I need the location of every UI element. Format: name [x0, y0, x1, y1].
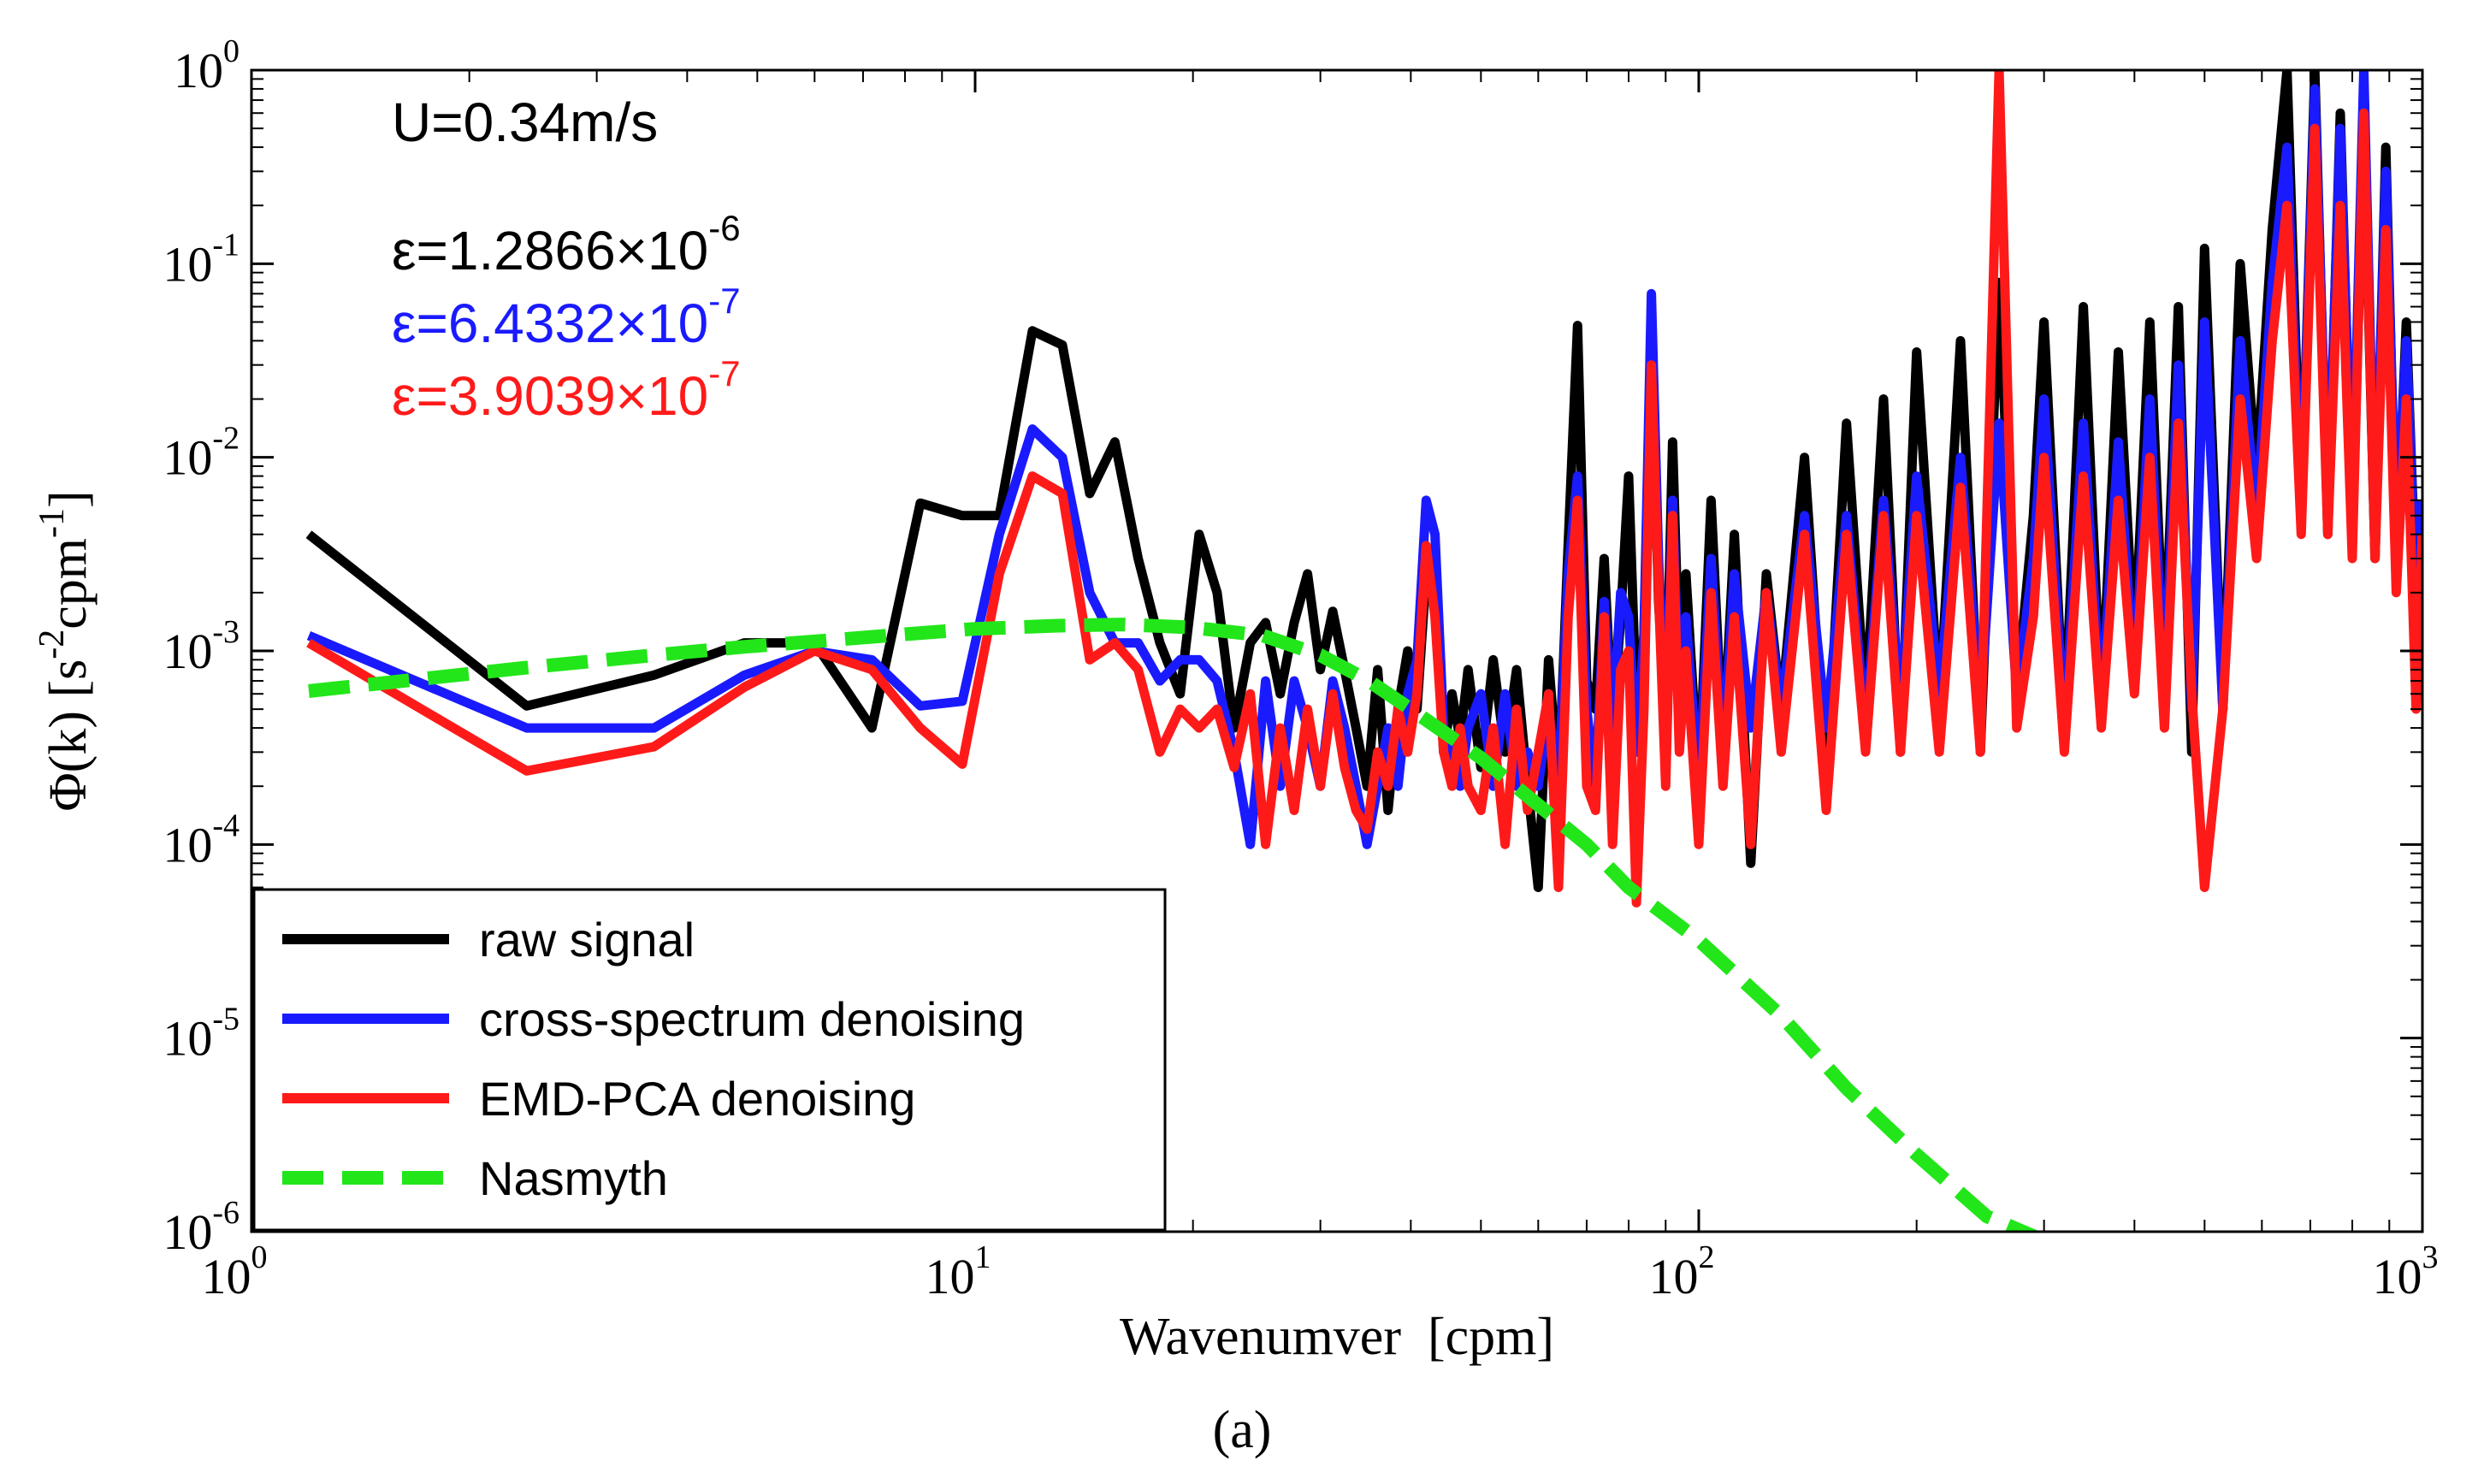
series-layer [305, 70, 2422, 1232]
x-tick-exponent: 2 [1699, 1239, 1715, 1275]
annotation-main: U=0.34m/s [392, 92, 658, 153]
y-tick-label: 10-4 [163, 807, 240, 872]
y-tick-exponent: -4 [212, 807, 240, 843]
x-tick-exponent: 3 [2422, 1239, 2439, 1275]
x-tick-base: 10 [202, 1249, 251, 1304]
annotation-main: ε=3.9039×10 [392, 365, 708, 427]
x-tick-label: 103 [2373, 1239, 2439, 1304]
y-tick-label: 10-5 [163, 1002, 240, 1067]
x-tick-exponent: 1 [975, 1239, 991, 1275]
y-tick-base: 10 [163, 624, 212, 679]
annotation-text: U=0.34m/s [392, 92, 658, 153]
series-line-emd-pca-denoising [306, 70, 2422, 908]
y-axis-title-part: ] [39, 490, 98, 508]
annotation-text: ε=1.2866×10-6 [392, 208, 741, 281]
legend-label-nasmyth: Nasmyth [479, 1151, 668, 1205]
y-tick-exponent: -1 [212, 227, 240, 263]
y-tick-exponent: -3 [212, 614, 240, 650]
y-tick-label: 10-2 [163, 421, 240, 486]
x-tick-label: 100 [202, 1239, 268, 1304]
figure-caption: (a) [1213, 1401, 1272, 1459]
y-tick-base: 10 [163, 817, 212, 872]
x-axis-title: Wavenumver [cpm] [1120, 1308, 1554, 1366]
y-tick-label: 10-3 [163, 614, 240, 679]
x-tick-base: 10 [926, 1249, 975, 1304]
y-tick-exponent: -2 [212, 421, 240, 457]
legend: raw signal cross-spectrum denoising EMD-PC… [252, 888, 1167, 1232]
series-line-nasmyth [308, 618, 2041, 1232]
annotation-text: ε=6.4332×10-7 [392, 281, 741, 354]
annotations-layer: U=0.34m/sε=1.2866×10-6ε=6.4332×10-7ε=3.9… [392, 92, 741, 427]
y-axis-title: Φ(k) [s-2cpm-1] [33, 490, 98, 811]
x-tick-base: 10 [2373, 1249, 2422, 1304]
y-tick-base: 10 [163, 430, 212, 486]
y-tick-exponent: 0 [223, 33, 240, 69]
y-tick-base: 10 [163, 1204, 212, 1260]
y-tick-base: 10 [163, 236, 212, 292]
legend-label-cross-spectrum-denoising: cross-spectrum denoising [479, 992, 1025, 1046]
annotation-exponent: -6 [708, 208, 740, 248]
x-tick-exponent: 0 [251, 1239, 268, 1275]
y-tick-label: 10-1 [163, 227, 240, 292]
y-tick-base: 10 [174, 43, 223, 98]
annotation-exponent: -7 [708, 353, 740, 393]
y-axis-title-part: Φ(k) [s [39, 659, 98, 812]
y-axis-title-part: cpm [39, 538, 98, 630]
y-axis-title-superscript: -1 [33, 508, 72, 538]
x-tick-base: 10 [1649, 1249, 1699, 1304]
annotation-exponent: -7 [708, 281, 740, 321]
y-tick-base: 10 [163, 1011, 212, 1067]
y-axis-title-superscript: -2 [33, 630, 72, 659]
annotation-main: ε=1.2866×10 [392, 220, 708, 281]
y-tick-label: 10-6 [163, 1195, 240, 1260]
annotation-main: ε=6.4332×10 [392, 293, 708, 354]
legend-label-emd-pca-denoising: EMD-PCA denoising [479, 1072, 915, 1126]
y-tick-label: 100 [174, 33, 240, 98]
x-tick-label: 101 [926, 1239, 991, 1304]
y-tick-exponent: -5 [212, 1002, 240, 1038]
annotation-text: ε=3.9039×10-7 [392, 353, 741, 427]
x-tick-label: 102 [1649, 1239, 1715, 1304]
y-tick-exponent: -6 [212, 1195, 240, 1231]
legend-label-raw-signal: raw signal [479, 913, 695, 967]
